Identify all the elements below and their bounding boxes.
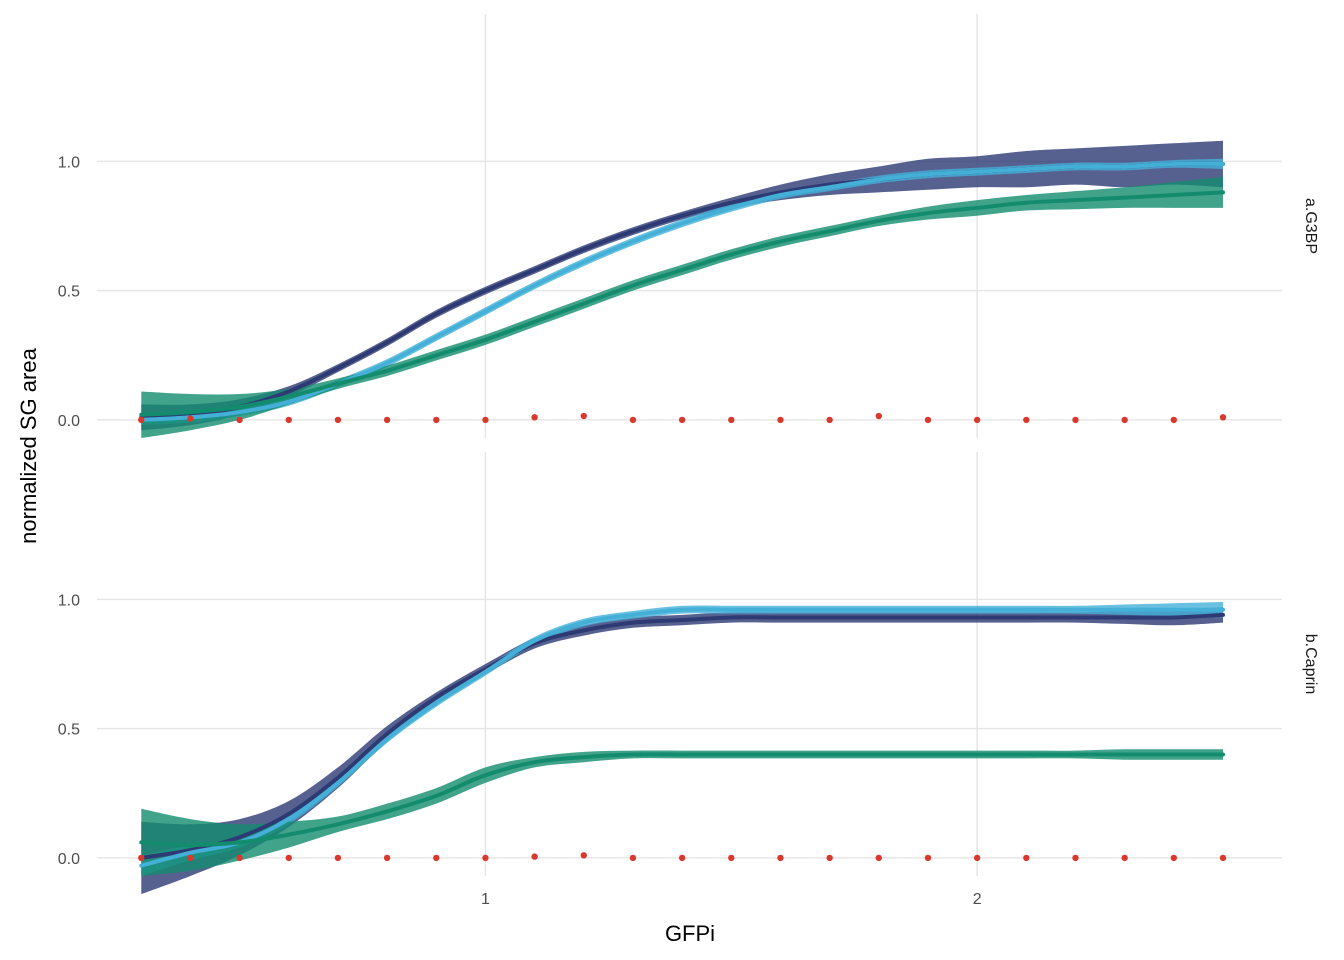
data-point [1170,854,1178,862]
data-point [728,854,735,862]
data-point [138,854,145,862]
data-point [1170,416,1178,424]
x-tick-label: 2 [973,891,982,908]
data-point [678,416,686,424]
data-point [580,412,587,420]
y-tick-label: 0.0 [58,851,80,868]
data-point [629,416,637,424]
data-point [1023,854,1030,862]
data-point [482,854,489,862]
data-point [1219,854,1227,862]
data-point [236,416,243,424]
data-point [777,854,784,862]
data-point [973,854,981,862]
data-point [1023,416,1030,424]
series-1-line [139,612,1225,860]
panels: 0.0 0.5 1.0 a.G3BP 0.0 0.5 1.0 b.Caprin 1 2 [58,14,1319,908]
y-tick-label: 0.5 [58,722,80,739]
data-point [1121,416,1128,424]
data-point [875,854,883,862]
data-point [1072,854,1079,862]
y-tick-label: 1.0 [58,154,80,171]
data-point [924,416,932,424]
data-point [826,416,833,424]
data-point [433,416,440,424]
data-point [236,854,243,862]
data-point [531,853,538,860]
y-tick-label: 1.0 [58,592,80,609]
facet-strip-label: b.Caprin [1302,634,1319,694]
panel-1: 0.0 0.5 1.0 a.G3BP [58,14,1319,438]
series-3-line [139,190,1225,417]
series-2-line [139,607,1225,868]
data-point [433,854,440,862]
series-3-line [139,752,1225,848]
data-point [482,416,489,424]
x-tick-label: 1 [481,891,490,908]
data-point [383,416,391,424]
data-point [580,852,587,859]
data-point [1219,414,1227,421]
data-point [924,854,932,862]
data-point [334,854,342,862]
panel-2: 0.0 0.5 1.0 b.Caprin [58,452,1319,895]
data-point [629,854,637,862]
data-point [334,416,342,424]
data-point [973,416,981,424]
facet-strip-label: a.G3BP [1302,198,1319,254]
data-point [1121,854,1128,862]
data-point [138,416,145,424]
series-3-band [141,749,1223,876]
data-point [187,854,194,862]
y-axis-title: normalized SG area [16,347,41,543]
y-tick-label: 0.0 [58,413,80,430]
data-point [531,414,538,421]
data-point [875,412,883,420]
x-axis-title: GFPi [665,921,715,946]
y-tick-label: 0.5 [58,284,80,301]
data-point [187,415,194,422]
data-point [728,416,735,424]
data-point [285,854,292,862]
data-point [285,416,292,424]
data-point [1072,416,1079,424]
data-point [383,854,391,862]
data-point [777,416,784,424]
data-point [826,854,833,862]
data-point [678,854,686,862]
